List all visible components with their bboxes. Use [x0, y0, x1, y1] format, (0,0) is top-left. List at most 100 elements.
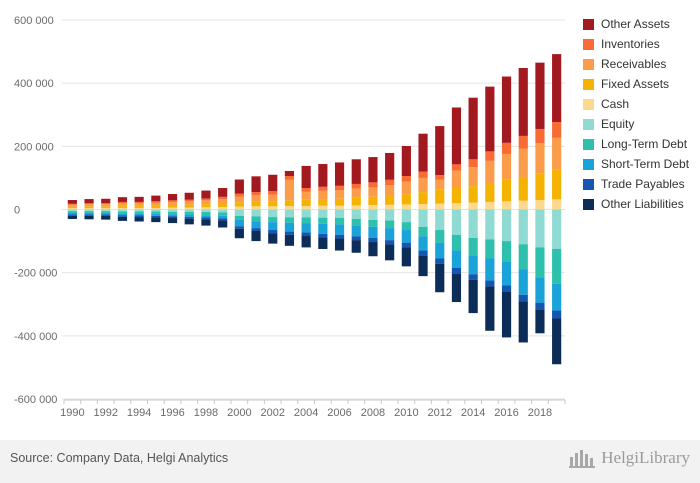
bar-segment[interactable] — [451, 234, 462, 251]
bar-segment[interactable] — [184, 209, 194, 212]
bar-segment[interactable] — [334, 218, 345, 225]
legend-item[interactable]: Cash — [583, 94, 700, 114]
bar-segment[interactable] — [201, 219, 211, 226]
bar-segment[interactable] — [67, 203, 77, 205]
bar-segment[interactable] — [151, 213, 161, 216]
bar-segment[interactable] — [117, 209, 128, 212]
bar-segment[interactable] — [301, 188, 311, 192]
bar-segment[interactable] — [117, 205, 128, 208]
bar-segment[interactable] — [184, 211, 194, 215]
bar-segment[interactable] — [385, 179, 395, 186]
legend-item[interactable]: Fixed Assets — [583, 74, 700, 94]
bar-segment[interactable] — [518, 294, 528, 302]
bar-segment[interactable] — [451, 273, 462, 303]
bar-segment[interactable] — [385, 195, 395, 205]
bar-segment[interactable] — [301, 199, 311, 207]
bar-segment[interactable] — [485, 239, 495, 259]
bar-segment[interactable] — [218, 218, 228, 221]
bar-segment[interactable] — [151, 201, 161, 203]
bar-segment[interactable] — [468, 255, 478, 275]
bar-segment[interactable] — [134, 209, 144, 212]
bar-segment[interactable] — [318, 205, 328, 210]
bar-segment[interactable] — [485, 201, 495, 210]
bar-segment[interactable] — [518, 68, 528, 136]
bar-segment[interactable] — [134, 203, 144, 206]
bar-segment[interactable] — [117, 203, 128, 206]
bar-segment[interactable] — [117, 213, 128, 216]
bar-segment[interactable] — [418, 192, 428, 205]
bar-segment[interactable] — [468, 209, 478, 238]
bar-segment[interactable] — [218, 209, 228, 213]
bar-segment[interactable] — [67, 200, 77, 204]
bar-segment[interactable] — [167, 214, 178, 217]
bar-segment[interactable] — [134, 207, 144, 210]
bar-segment[interactable] — [234, 202, 244, 207]
bar-segment[interactable] — [435, 126, 445, 176]
bar-segment[interactable] — [218, 196, 228, 200]
bar-segment[interactable] — [485, 86, 495, 152]
bar-segment[interactable] — [218, 206, 228, 210]
bar-segment[interactable] — [184, 204, 194, 208]
bar-segment[interactable] — [501, 153, 512, 180]
bar-segment[interactable] — [418, 133, 428, 172]
bar-segment[interactable] — [518, 200, 528, 210]
bar-segment[interactable] — [501, 241, 512, 262]
bar-segment[interactable] — [368, 242, 378, 257]
bar-segment[interactable] — [451, 203, 462, 210]
bar-segment[interactable] — [218, 203, 228, 207]
bar-segment[interactable] — [334, 209, 345, 219]
bar-segment[interactable] — [552, 122, 562, 138]
bar-segment[interactable] — [167, 200, 178, 202]
bar-segment[interactable] — [418, 236, 428, 251]
bar-segment[interactable] — [468, 237, 478, 256]
legend-item[interactable]: Short-Term Debt — [583, 154, 700, 174]
bar-segment[interactable] — [67, 209, 77, 212]
bar-segment[interactable] — [151, 211, 161, 214]
bar-segment[interactable] — [101, 203, 111, 205]
bar-segment[interactable] — [552, 54, 562, 123]
bar-segment[interactable] — [401, 209, 411, 223]
bar-segment[interactable] — [385, 204, 395, 210]
bar-segment[interactable] — [101, 212, 111, 215]
bar-segment[interactable] — [401, 222, 411, 231]
bar-segment[interactable] — [368, 182, 378, 188]
bar-segment[interactable] — [518, 135, 528, 149]
bar-segment[interactable] — [485, 182, 495, 202]
bar-segment[interactable] — [552, 199, 562, 210]
bar-segment[interactable] — [268, 209, 278, 218]
bar-segment[interactable] — [451, 250, 462, 268]
bar-segment[interactable] — [134, 213, 144, 216]
bar-segment[interactable] — [535, 200, 545, 210]
bar-segment[interactable] — [218, 212, 228, 216]
bar-segment[interactable] — [268, 191, 278, 195]
bar-segment[interactable] — [318, 199, 328, 206]
bar-segment[interactable] — [418, 204, 428, 210]
bar-segment[interactable] — [351, 188, 361, 198]
bar-segment[interactable] — [84, 209, 94, 212]
bar-segment[interactable] — [485, 286, 495, 331]
bar-segment[interactable] — [535, 302, 545, 310]
bar-segment[interactable] — [401, 230, 411, 243]
bar-segment[interactable] — [201, 212, 211, 216]
bar-segment[interactable] — [151, 217, 161, 223]
bar-segment[interactable] — [251, 201, 261, 207]
bar-segment[interactable] — [351, 225, 361, 237]
bar-segment[interactable] — [284, 179, 295, 201]
bar-segment[interactable] — [301, 209, 311, 218]
bar-segment[interactable] — [535, 309, 545, 334]
bar-segment[interactable] — [435, 263, 445, 293]
bar-segment[interactable] — [401, 247, 411, 267]
bar-segment[interactable] — [218, 220, 228, 228]
bar-segment[interactable] — [468, 202, 478, 210]
bar-segment[interactable] — [518, 148, 528, 177]
bar-segment[interactable] — [318, 186, 328, 191]
bar-segment[interactable] — [134, 201, 144, 204]
bar-segment[interactable] — [84, 199, 94, 204]
bar-segment[interactable] — [251, 216, 261, 222]
bar-segment[interactable] — [501, 179, 512, 202]
bar-segment[interactable] — [552, 209, 562, 249]
bar-segment[interactable] — [451, 188, 462, 204]
bar-segment[interactable] — [485, 280, 495, 287]
bar-segment[interactable] — [552, 137, 562, 170]
bar-segment[interactable] — [501, 285, 512, 292]
